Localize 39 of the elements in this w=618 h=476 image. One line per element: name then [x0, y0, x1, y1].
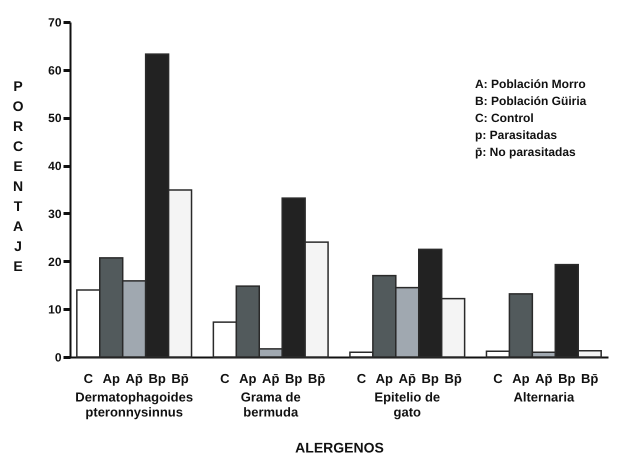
text: C [220, 371, 230, 386]
y-tick-label: 50 [48, 111, 62, 126]
text: Bp [422, 371, 439, 386]
text: Ap [376, 371, 394, 386]
text: Ap̄ [535, 371, 552, 386]
annotation: B: Población Güiria [475, 94, 587, 108]
text: Bp̄ [444, 371, 462, 386]
text: Bp̄ [581, 371, 598, 386]
series-label: Bp̄ [171, 371, 189, 386]
text: Bp [284, 371, 302, 386]
text: Ap [512, 371, 530, 386]
annotation: p: Parasitadas [475, 128, 558, 142]
series-label: Ap̄ [126, 371, 143, 386]
annotation: A: Población Morro [475, 77, 586, 91]
x-tick-label: Grama de bermuda [240, 390, 301, 420]
text: Bp̄ [308, 371, 326, 386]
text: PORCENTAJE [12, 78, 24, 274]
series-label: Ap [102, 371, 120, 386]
y-tick-label: 30 [48, 206, 62, 221]
series-label: C [84, 371, 94, 386]
x-axis-title: ALERGENOS [295, 440, 384, 456]
text: C [493, 371, 503, 386]
text: Bp [558, 371, 576, 386]
y-tick-label: 0 [54, 350, 62, 364]
y-tick-label: 40 [48, 159, 62, 174]
text: Ap̄ [262, 371, 280, 386]
x-tick-label: Alternaria [513, 390, 575, 404]
text: Ap̄ [398, 371, 416, 386]
text: C [356, 371, 366, 386]
y-tick-label: 10 [48, 302, 62, 317]
text: Ap [239, 371, 256, 386]
y-tick-label: 20 [48, 254, 62, 269]
y-tick-label: 70 [48, 16, 62, 30]
x-tick-label: Epitelio de gato [374, 390, 440, 420]
y-tick-label: 60 [48, 63, 62, 78]
annotation: C: Control [475, 111, 534, 125]
annotation: p̄: No parasitadas [475, 145, 576, 159]
x-tick-label: Dermatophagoides pteronnysinnus [75, 390, 194, 420]
series-label: Bp [148, 371, 166, 386]
